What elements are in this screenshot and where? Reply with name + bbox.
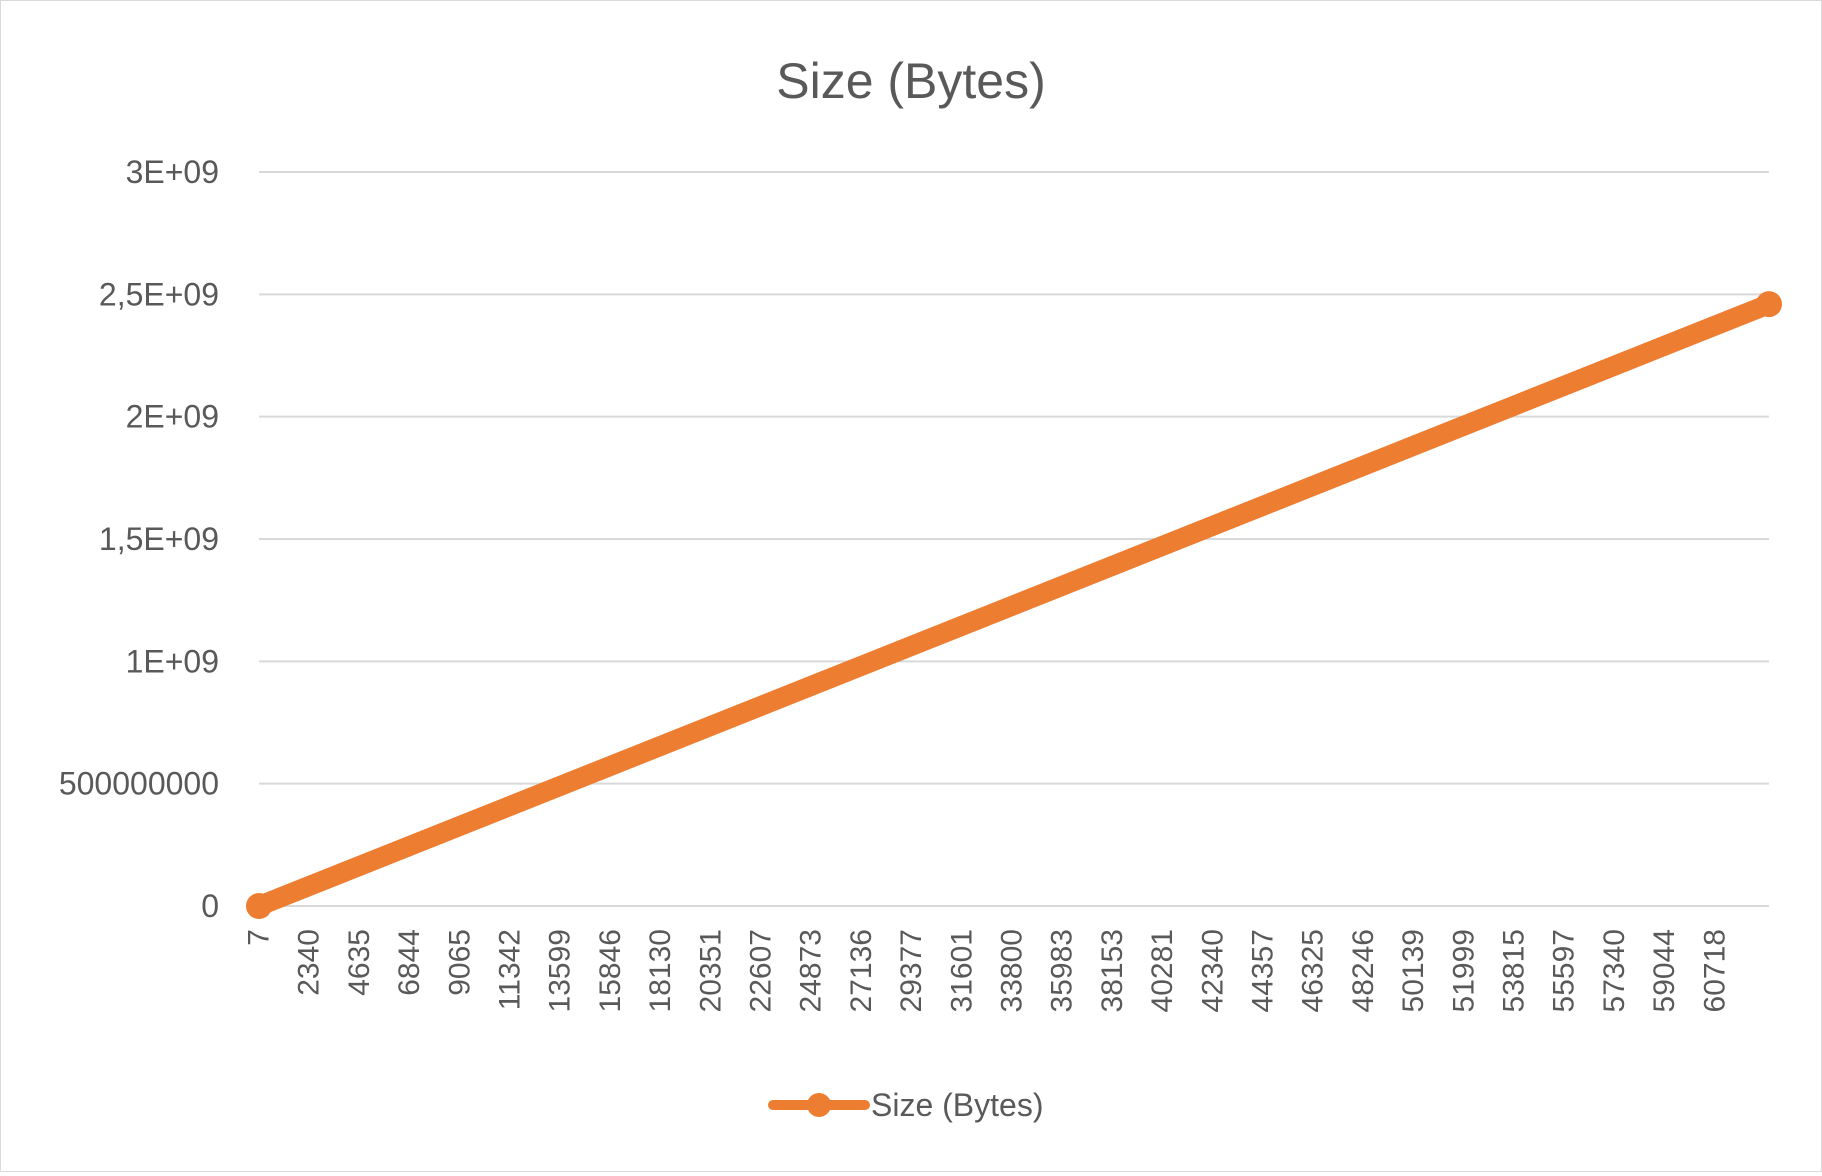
x-tick-label: 27136 xyxy=(845,929,878,1012)
x-tick-label: 13599 xyxy=(544,929,577,1012)
data-point xyxy=(246,893,272,919)
x-tick-label: 48246 xyxy=(1347,929,1380,1012)
x-tick-label: 11342 xyxy=(494,929,527,1010)
x-tick-label: 15846 xyxy=(594,929,627,1012)
x-tick-label: 20351 xyxy=(694,929,727,1012)
y-tick-label: 3E+09 xyxy=(126,154,219,190)
x-tick-label: 31601 xyxy=(945,929,978,1012)
x-tick-label: 46325 xyxy=(1297,929,1330,1012)
x-tick-label: 18130 xyxy=(644,929,677,1012)
y-tick-label: 2,5E+09 xyxy=(99,276,219,312)
y-tick-label: 2E+09 xyxy=(126,399,219,435)
x-tick-label: 55597 xyxy=(1548,929,1581,1012)
x-tick-label: 33800 xyxy=(996,929,1029,1012)
series-line xyxy=(249,294,1779,916)
y-axis-ticks: 0 500000000 1E+09 1,5E+09 2E+09 2,5E+09 3E+09 xyxy=(59,154,219,924)
legend: Size (Bytes) xyxy=(768,1087,1043,1123)
x-tick-label: 53815 xyxy=(1498,929,1531,1012)
x-tick-label: 7 xyxy=(243,929,276,946)
chart-title: Size (Bytes) xyxy=(776,53,1046,109)
x-tick-label: 51999 xyxy=(1447,929,1480,1012)
y-tick-label: 0 xyxy=(201,888,219,924)
y-tick-label: 1,5E+09 xyxy=(99,521,219,557)
x-tick-label: 9065 xyxy=(443,929,476,996)
x-tick-label: 24873 xyxy=(795,929,828,1012)
x-axis-ticks: 7 2340 4635 6844 9065 11342 13599 15846 18130 203… xyxy=(243,929,1732,1012)
x-tick-label: 6844 xyxy=(393,929,426,996)
x-tick-label: 42340 xyxy=(1196,929,1229,1012)
series-layer xyxy=(246,291,1782,919)
x-tick-label: 22607 xyxy=(745,929,778,1012)
x-tick-label: 29377 xyxy=(895,929,928,1012)
legend-marker-swatch xyxy=(807,1093,831,1117)
x-tick-label: 4635 xyxy=(343,929,376,996)
data-point xyxy=(1756,291,1782,318)
x-tick-label: 44357 xyxy=(1247,929,1280,1012)
x-tick-label: 2340 xyxy=(293,929,326,996)
y-tick-label: 1E+09 xyxy=(126,643,219,679)
legend-label: Size (Bytes) xyxy=(871,1087,1043,1123)
x-tick-label: 57340 xyxy=(1598,929,1631,1012)
x-tick-label: 35983 xyxy=(1046,929,1079,1012)
x-tick-label: 59044 xyxy=(1648,929,1681,1012)
x-tick-label: 50139 xyxy=(1397,929,1430,1012)
x-tick-label: 60718 xyxy=(1698,929,1731,1012)
x-tick-label: 40281 xyxy=(1146,929,1179,1012)
x-tick-label: 38153 xyxy=(1096,929,1129,1012)
y-tick-label: 500000000 xyxy=(59,766,219,802)
gridlines xyxy=(259,171,1769,907)
